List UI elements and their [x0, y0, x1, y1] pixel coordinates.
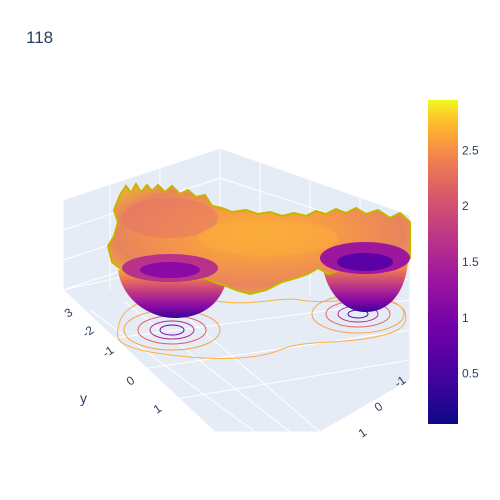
- colorbar-ticks: 0.5 1 1.5 2 2.5: [462, 143, 479, 380]
- colorbar-tick-label: 2.5: [462, 143, 479, 157]
- y-tick-label: 3: [62, 305, 76, 320]
- left-well: [118, 270, 228, 318]
- right-well: [322, 262, 408, 312]
- y-tick-label: -2: [80, 323, 97, 341]
- x-tick-label: 1: [356, 425, 370, 440]
- colorbar-tick-label: 1: [462, 311, 469, 325]
- plot-title: 118: [26, 28, 54, 47]
- colorbar-tick-label: 1.5: [462, 255, 479, 269]
- y-tick-label: 1: [151, 401, 165, 416]
- right-well-floor: [337, 253, 393, 271]
- surface-highlight-left: [122, 198, 218, 238]
- left-well-floor: [140, 262, 200, 278]
- x-tick-label: 0: [372, 399, 386, 414]
- colorbar-tick-label: 0.5: [462, 367, 479, 381]
- surface-highlight-center: [198, 220, 338, 256]
- colorbar: [428, 100, 458, 424]
- y-tick-label: -1: [100, 343, 117, 361]
- colorbar-tick-label: 2: [462, 199, 469, 213]
- y-tick-label: 0: [124, 373, 138, 388]
- y-axis-title: y: [80, 390, 87, 406]
